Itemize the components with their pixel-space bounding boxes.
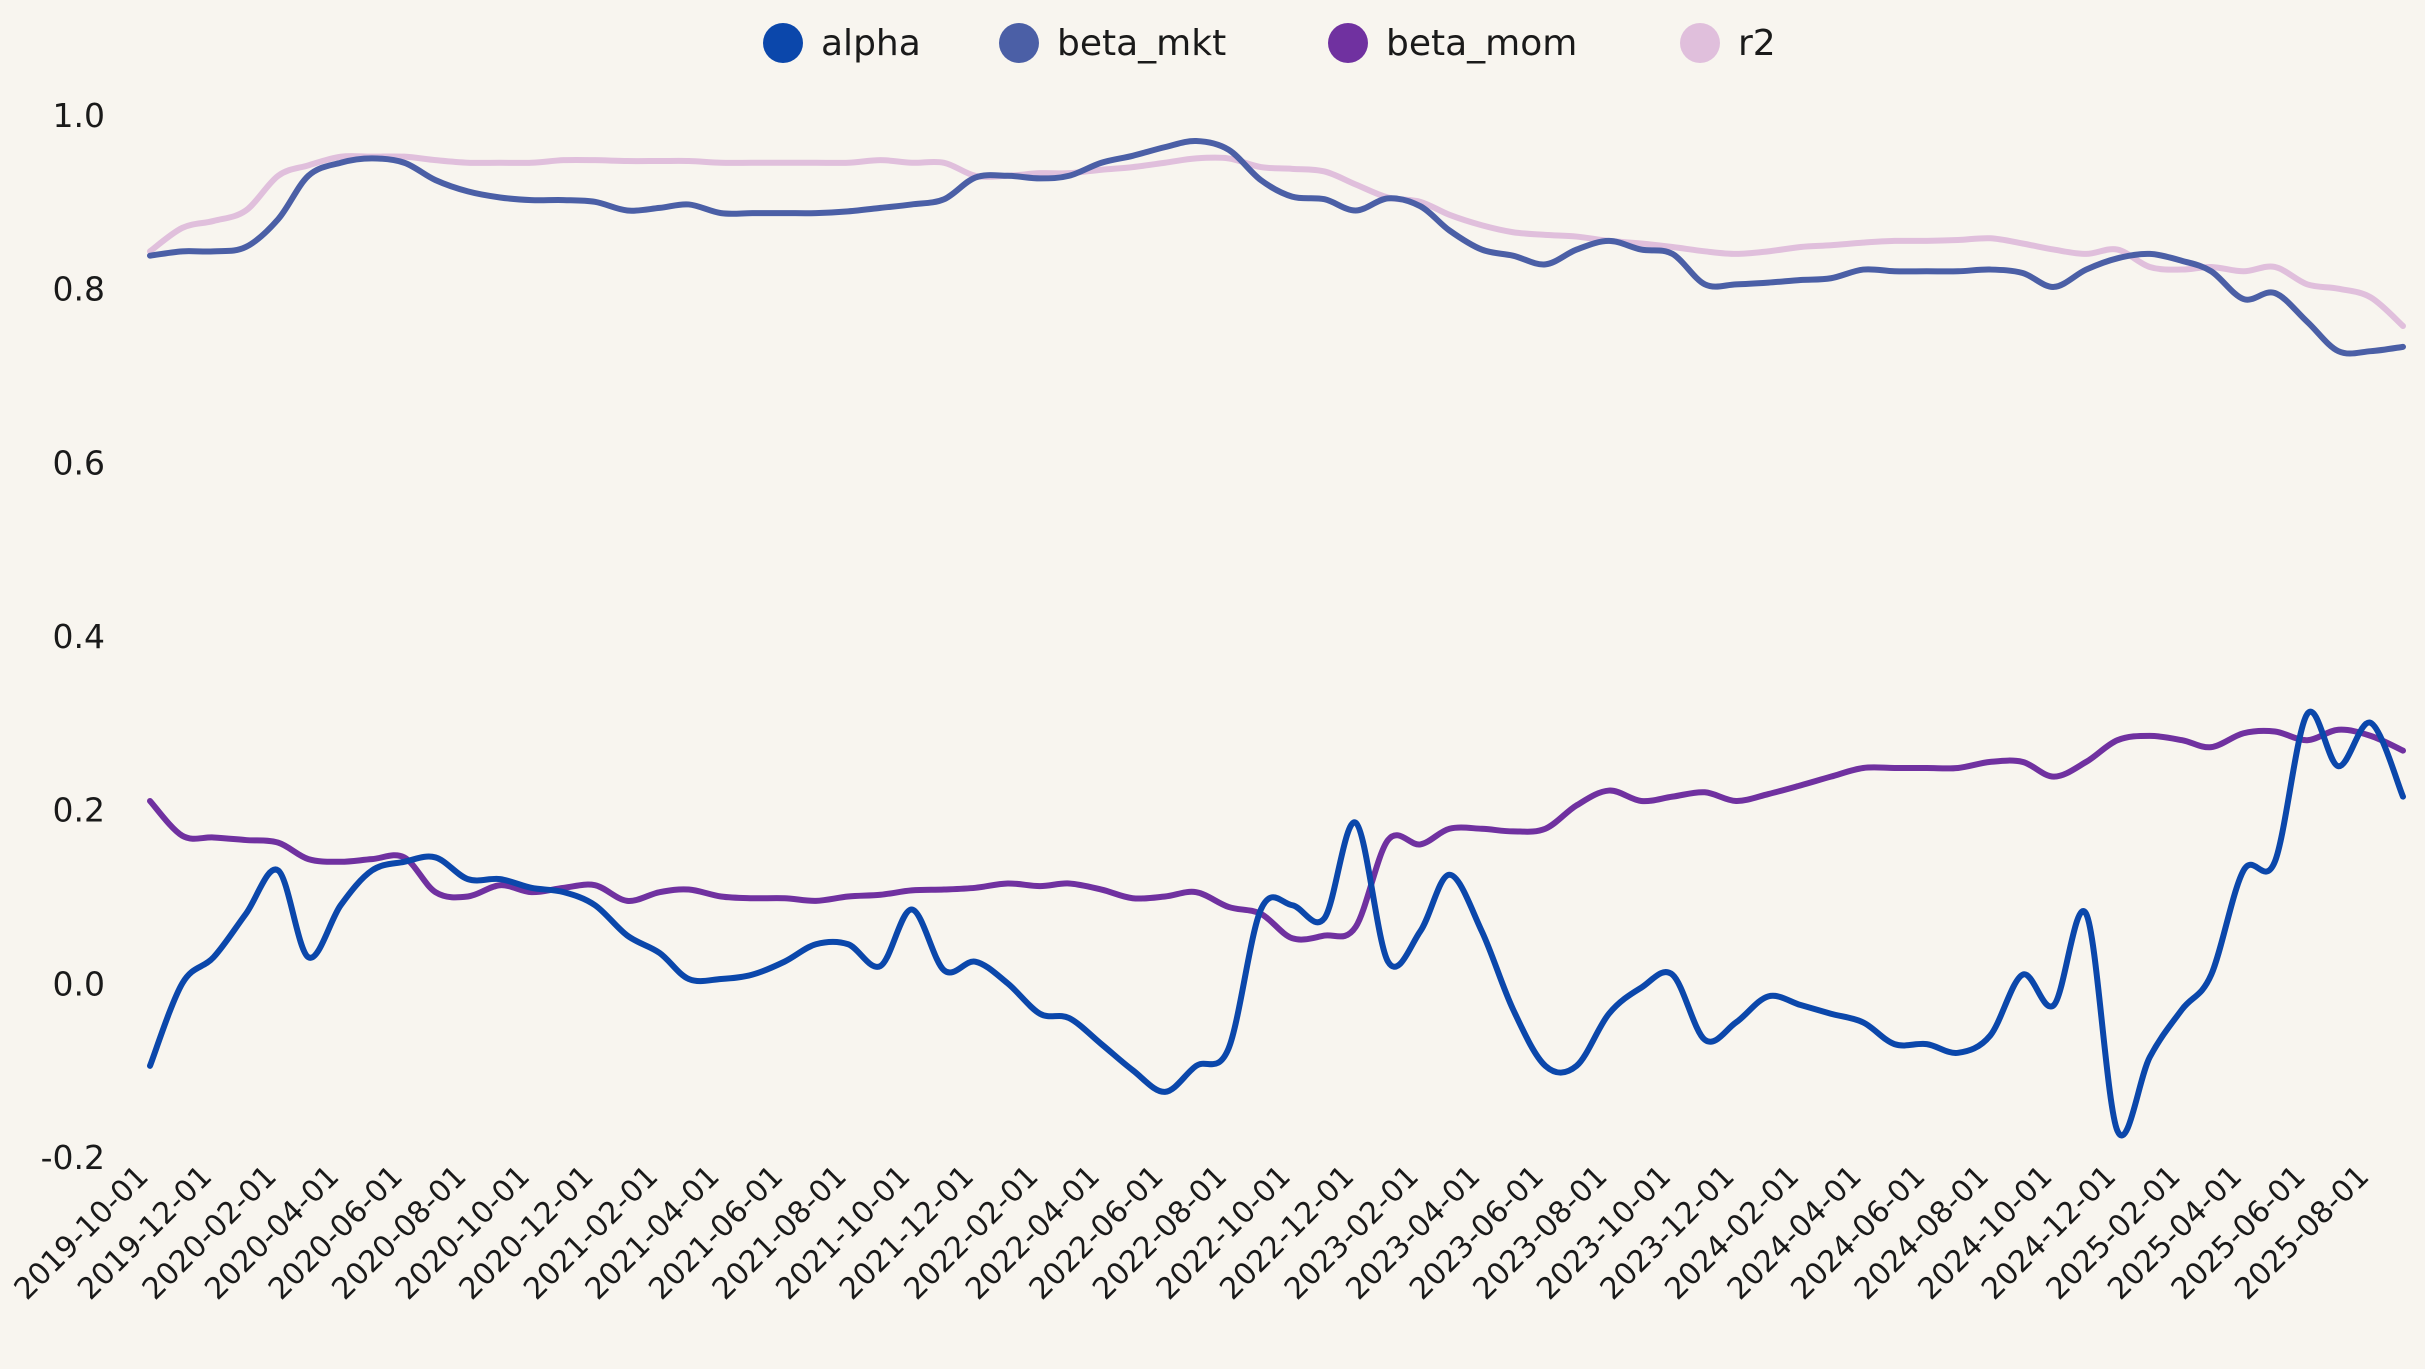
y-tick-label: 1.0 xyxy=(53,96,105,135)
legend-item-alpha: alpha xyxy=(763,23,921,64)
series-line-beta-mkt xyxy=(147,138,2406,357)
y-tick-label: 0.8 xyxy=(53,270,105,309)
legend-swatch xyxy=(1328,23,1368,63)
y-tick-label: 0.6 xyxy=(53,443,105,482)
x-axis: 2019-10-012019-12-012020-02-012020-04-01… xyxy=(8,1159,2377,1307)
legend-item-r2: r2 xyxy=(1680,23,1776,64)
y-tick-label: -0.2 xyxy=(41,1138,105,1177)
series-layer xyxy=(147,138,2406,1139)
legend-label: r2 xyxy=(1738,23,1776,64)
legend-item-beta-mkt: beta_mkt xyxy=(999,23,1226,64)
legend-label: alpha xyxy=(821,23,921,64)
series-line-alpha xyxy=(147,708,2406,1139)
legend-swatch xyxy=(1680,23,1720,63)
y-tick-label: 0.0 xyxy=(53,964,105,1003)
legend-label: beta_mkt xyxy=(1057,23,1226,64)
series-line-beta-mom xyxy=(147,726,2406,943)
legend-label: beta_mom xyxy=(1386,23,1577,64)
series-line-r2 xyxy=(147,153,2406,329)
y-axis: -0.2 0.0 0.2 0.4 0.6 0.8 1.0 xyxy=(41,96,105,1177)
legend-item-beta-mom: beta_mom xyxy=(1328,23,1577,64)
legend-swatch xyxy=(999,23,1039,63)
y-tick-label: 0.2 xyxy=(53,791,105,830)
legend: alpha beta_mkt beta_mom r2 xyxy=(763,23,1776,64)
legend-swatch xyxy=(763,23,803,63)
y-tick-label: 0.4 xyxy=(53,617,105,656)
